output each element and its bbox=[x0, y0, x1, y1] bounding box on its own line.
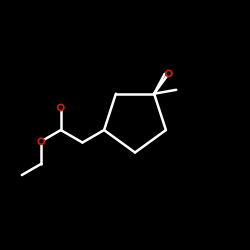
Circle shape bbox=[38, 138, 44, 144]
Circle shape bbox=[40, 140, 43, 143]
Circle shape bbox=[59, 106, 62, 109]
Circle shape bbox=[58, 104, 64, 111]
Circle shape bbox=[167, 72, 170, 75]
Circle shape bbox=[166, 70, 172, 77]
